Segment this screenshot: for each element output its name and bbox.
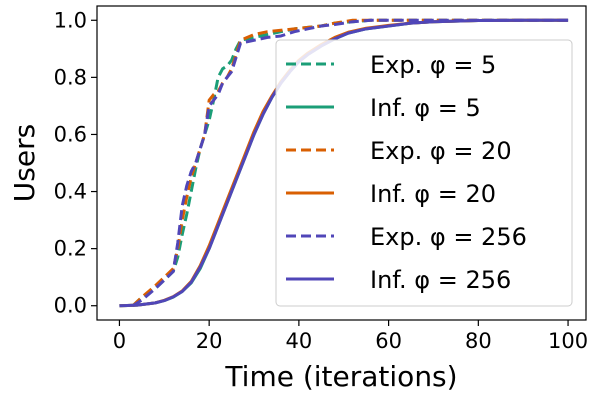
series-line-4 bbox=[132, 18, 569, 307]
series-layer bbox=[119, 18, 569, 308]
y-tick-label: 1.0 bbox=[54, 8, 87, 32]
tick-layer: 0 20 40 60 80 100 0.0 0.2 0.4 0.6 0.8 1.0 bbox=[54, 8, 589, 353]
x-tick-label: 60 bbox=[375, 329, 402, 353]
plot-frame bbox=[96, 5, 587, 321]
y-axis-label: Users bbox=[8, 124, 41, 202]
axes bbox=[96, 5, 587, 321]
x-tick-label: 0 bbox=[113, 329, 126, 353]
legend-item: Exp. φ = 256 bbox=[286, 223, 527, 251]
y-tick-label: 0.2 bbox=[54, 237, 87, 261]
x-tick-label: 100 bbox=[548, 329, 588, 353]
legend-label: Inf. φ = 20 bbox=[370, 180, 496, 208]
legend-label: Exp. φ = 5 bbox=[370, 51, 496, 79]
x-tick-label: 40 bbox=[286, 329, 313, 353]
legend-item: Exp. φ = 5 bbox=[286, 51, 496, 79]
legend-item: Inf. φ = 5 bbox=[286, 94, 481, 122]
x-axis-label: Time (iterations) bbox=[224, 360, 457, 393]
y-tick-label: 0.8 bbox=[54, 65, 87, 89]
x-tick-label: 20 bbox=[196, 329, 223, 353]
legend-label: Exp. φ = 256 bbox=[370, 223, 527, 251]
y-tick-label: 0.4 bbox=[54, 180, 87, 204]
legend-item: Inf. φ = 256 bbox=[286, 266, 511, 294]
legend-item: Inf. φ = 20 bbox=[286, 180, 496, 208]
legend-item: Exp. φ = 20 bbox=[286, 137, 512, 165]
legend-frame bbox=[275, 39, 573, 307]
legend-label: Inf. φ = 5 bbox=[370, 94, 481, 122]
y-tick-label: 0.0 bbox=[54, 294, 87, 318]
legend-label: Inf. φ = 256 bbox=[370, 266, 511, 294]
legend: Exp. φ = 5 Inf. φ = 5 Exp. φ = 20 Inf. φ = … bbox=[275, 39, 573, 307]
legend-label: Exp. φ = 20 bbox=[370, 137, 512, 165]
y-tick-label: 0.6 bbox=[54, 122, 87, 146]
x-tick-label: 80 bbox=[465, 329, 492, 353]
series-line-5 bbox=[119, 18, 569, 308]
